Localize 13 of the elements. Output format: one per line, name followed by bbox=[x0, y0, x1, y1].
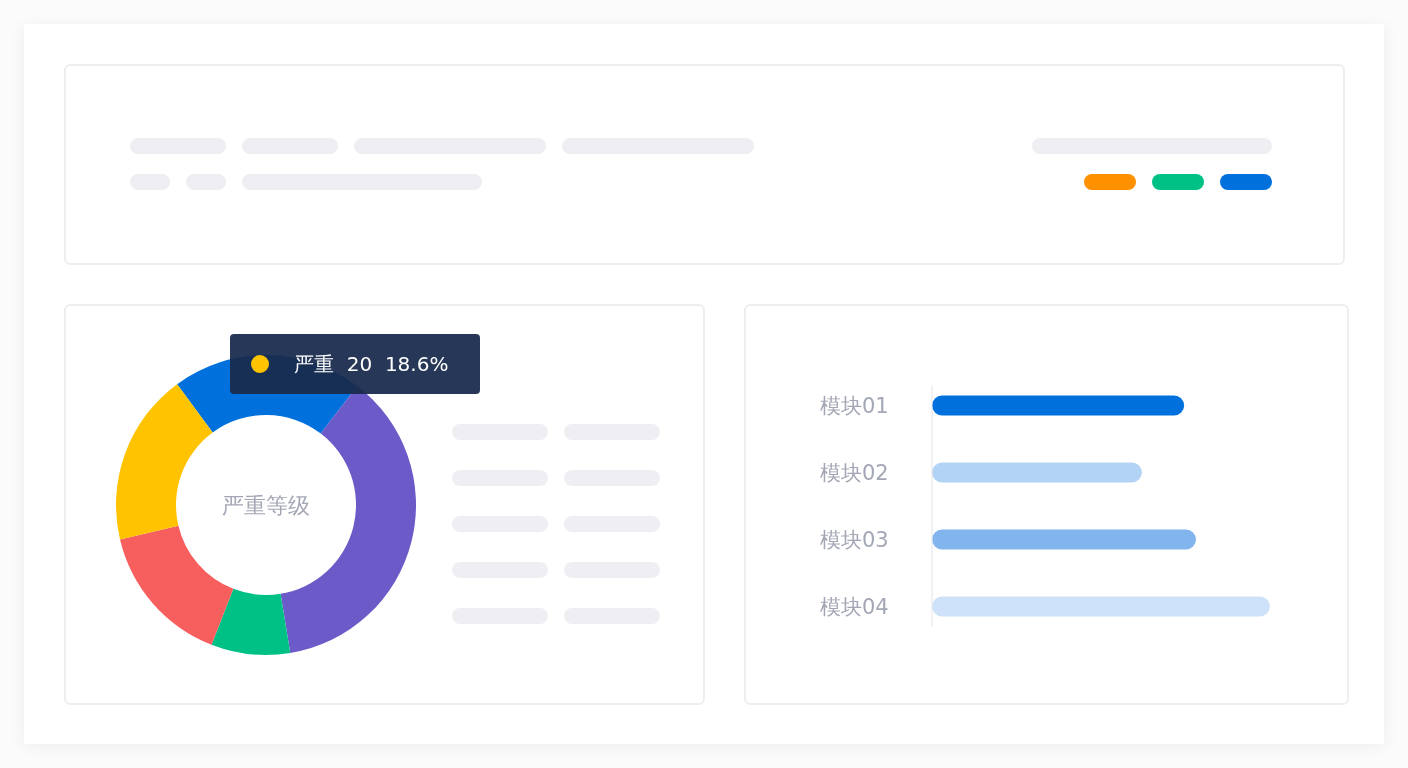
bar bbox=[932, 462, 1142, 483]
bar bbox=[932, 395, 1185, 416]
text: 严重等级 bbox=[222, 492, 310, 518]
bar bbox=[932, 529, 1196, 550]
bar bbox=[932, 596, 1270, 617]
donut-slice bbox=[116, 384, 213, 540]
text: 严重 20 18.6% bbox=[294, 352, 449, 376]
donut-slice bbox=[120, 525, 234, 645]
y-tick-label: 模块04 bbox=[820, 594, 889, 619]
y-tick-label: 模块02 bbox=[820, 460, 889, 485]
donut-slice bbox=[211, 588, 291, 655]
y-tick-label: 模块03 bbox=[820, 527, 889, 552]
y-tick-label: 模块01 bbox=[820, 393, 889, 418]
